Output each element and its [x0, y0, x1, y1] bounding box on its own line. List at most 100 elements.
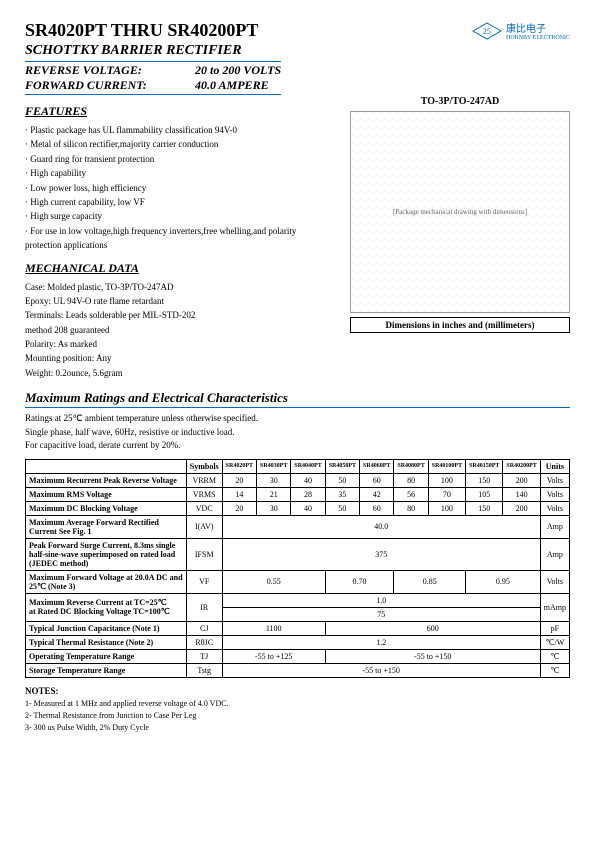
table-cell: 20: [222, 473, 256, 487]
right-column: TO-3P/TO-247AD [Package mechanical drawi…: [350, 96, 570, 380]
table-cell: 40: [291, 473, 325, 487]
table-header: SR40200PT: [503, 459, 540, 473]
table-cell: 42: [360, 487, 394, 501]
table-cell: 60: [360, 501, 394, 515]
table-symbol: VRRM: [186, 473, 222, 487]
table-symbol: VF: [186, 570, 222, 593]
feature-item: Plastic package has UL flammability clas…: [25, 123, 335, 137]
table-unit: ℃: [540, 663, 569, 677]
table-symbol: TJ: [186, 649, 222, 663]
divider: [25, 94, 281, 95]
title-block: SR4020PT THRU SR40200PT SCHOTTKY BARRIER…: [25, 20, 281, 96]
table-unit: Amp: [540, 538, 569, 570]
table-param: Storage Temperature Range: [26, 663, 187, 677]
table-header: SR4080PT: [394, 459, 428, 473]
table-symbol: IFSM: [186, 538, 222, 570]
mechanical-item: Polarity: As marked: [25, 337, 335, 351]
table-header: Symbols: [186, 459, 222, 473]
features-list: Plastic package has UL flammability clas…: [25, 123, 335, 253]
part-subtitle: SCHOTTKY BARRIER RECTIFIER: [25, 43, 281, 59]
table-header: SR4060PT: [360, 459, 394, 473]
feature-item: High surge capacity: [25, 209, 335, 223]
table-symbol: IR: [186, 593, 222, 621]
table-cell: 75: [222, 607, 540, 621]
spec-label: FORWARD CURRENT:: [25, 78, 195, 93]
table-cell: 0.55: [222, 570, 325, 593]
table-cell: 30: [257, 501, 291, 515]
table-cell: 1.2: [222, 635, 540, 649]
table-cell: 50: [325, 473, 359, 487]
table-cell: 0.85: [394, 570, 466, 593]
table-unit: ℃: [540, 649, 569, 663]
table-header: Units: [540, 459, 569, 473]
mechanical-item: Epoxy: UL 94V-O rate flame retardant: [25, 294, 335, 308]
table-cell: 1100: [222, 621, 325, 635]
table-cell: 200: [503, 501, 540, 515]
features-heading: FEATURES: [25, 104, 335, 119]
table-unit: Volts: [540, 501, 569, 515]
table-cell: 56: [394, 487, 428, 501]
part-title: SR4020PT THRU SR40200PT: [25, 20, 281, 41]
table-symbol: VDC: [186, 501, 222, 515]
spec-label: REVERSE VOLTAGE:: [25, 63, 195, 78]
table-unit: pF: [540, 621, 569, 635]
table-cell: 100: [428, 473, 465, 487]
dimensions-caption: Dimensions in inches and (millimeters): [350, 317, 570, 333]
table-cell: 30: [257, 473, 291, 487]
feature-item: For use in low voltage,high frequency in…: [25, 224, 335, 253]
table-header: SR4030PT: [257, 459, 291, 473]
table-param: Maximum Reverse Current at TC=25℃at Rate…: [26, 593, 187, 621]
feature-item: Metal of silicon rectifier,majority carr…: [25, 137, 335, 151]
feature-item: Guard ring for transient protection: [25, 152, 335, 166]
table-header: [26, 459, 187, 473]
note-item: 1- Measured at 1 MHz and applied reverse…: [25, 698, 570, 710]
mechanical-item: Terminals: Leads solderable per MIL-STD-…: [25, 308, 335, 322]
table-cell: 0.70: [325, 570, 394, 593]
table-cell: -55 to +125: [222, 649, 325, 663]
package-drawing: [Package mechanical drawing with dimensi…: [350, 111, 570, 313]
main-columns: FEATURES Plastic package has UL flammabi…: [25, 96, 570, 380]
table-cell: 140: [503, 487, 540, 501]
page-header: SR4020PT THRU SR40200PT SCHOTTKY BARRIER…: [25, 20, 570, 96]
company-logo: 25 康比电子 HORNBY ELECTRONIC: [472, 20, 570, 41]
table-unit: Volts: [540, 487, 569, 501]
svg-text:25: 25: [483, 27, 491, 36]
table-cell: 40: [291, 501, 325, 515]
company-en: HORNBY ELECTRONIC: [506, 35, 570, 41]
table-symbol: Tstg: [186, 663, 222, 677]
table-cell: 150: [466, 501, 503, 515]
table-param: Maximum DC Blocking Voltage: [26, 501, 187, 515]
table-param: Typical Thermal Resistance (Note 2): [26, 635, 187, 649]
table-header: SR40100PT: [428, 459, 465, 473]
mechanical-item: Weight: 0.2ounce, 5.6gram: [25, 366, 335, 380]
spec-reverse-voltage: REVERSE VOLTAGE: 20 to 200 VOLTS: [25, 63, 281, 78]
divider: [25, 61, 281, 62]
company-text: 康比电子 HORNBY ELECTRONIC: [506, 20, 570, 41]
table-symbol: CJ: [186, 621, 222, 635]
mechanical-heading: MECHANICAL DATA: [25, 261, 335, 276]
table-unit: ℃/W: [540, 635, 569, 649]
table-unit: Volts: [540, 570, 569, 593]
table-unit: Volts: [540, 473, 569, 487]
table-cell: 105: [466, 487, 503, 501]
mechanical-list: Case: Molded plastic, TO-3P/TO-247ADEpox…: [25, 280, 335, 381]
spec-value: 40.0 AMPERE: [195, 78, 269, 93]
table-cell: 14: [222, 487, 256, 501]
logo-icon: 25: [472, 22, 502, 40]
spec-forward-current: FORWARD CURRENT: 40.0 AMPERE: [25, 78, 281, 93]
table-cell: 375: [222, 538, 540, 570]
spec-value: 20 to 200 VOLTS: [195, 63, 281, 78]
table-param: Peak Forward Surge Current, 8.3ms single…: [26, 538, 187, 570]
drawing-placeholder: [Package mechanical drawing with dimensi…: [393, 208, 527, 216]
table-cell: 35: [325, 487, 359, 501]
table-cell: 50: [325, 501, 359, 515]
ratings-heading: Maximum Ratings and Electrical Character…: [25, 390, 570, 406]
table-cell: 80: [394, 501, 428, 515]
table-param: Maximum RMS Voltage: [26, 487, 187, 501]
notes-heading: NOTES:: [25, 686, 570, 696]
company-cn: 康比电子: [506, 20, 570, 35]
table-param: Maximum Average Forward Rectified Curren…: [26, 515, 187, 538]
table-symbol: I(AV): [186, 515, 222, 538]
table-cell: 28: [291, 487, 325, 501]
table-cell: 40.0: [222, 515, 540, 538]
